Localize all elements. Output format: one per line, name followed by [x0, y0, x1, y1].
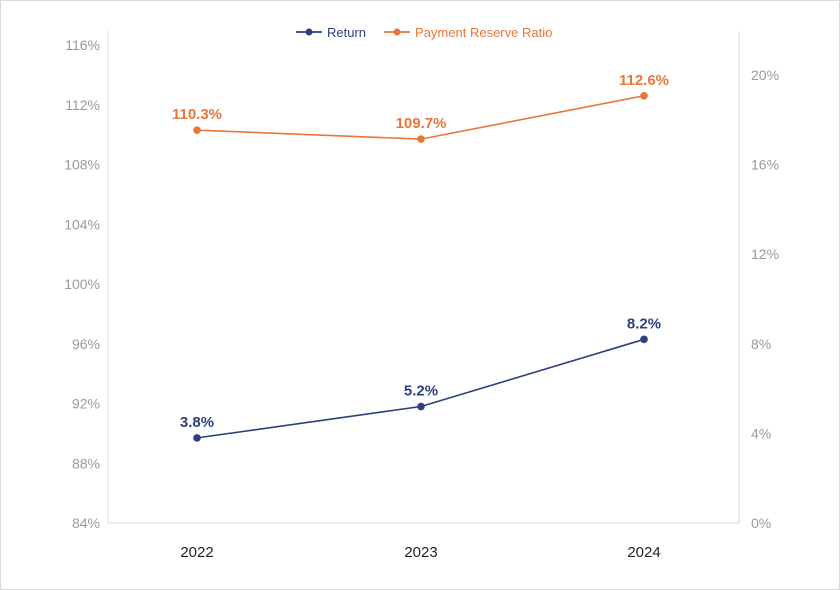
- return-data-label: 8.2%: [627, 315, 661, 332]
- payment-reserve-ratio-data-label: 112.6%: [619, 72, 669, 89]
- return-point: [193, 434, 201, 442]
- left-axis-tick-label: 108%: [64, 157, 100, 173]
- return-point: [640, 335, 648, 344]
- right-axis-tick-label: 20%: [751, 67, 779, 83]
- x-axis-tick-label: 2023: [404, 544, 437, 561]
- x-axis-tick-label: 2024: [627, 544, 660, 561]
- return-legend-label: Return: [327, 25, 366, 40]
- return-data-label: 5.2%: [404, 383, 438, 400]
- payment-reserve-ratio-point: [417, 135, 425, 143]
- payment-reserve-ratio-legend-marker: [393, 28, 401, 36]
- x-axis-ticks: 2022 2023 2024: [180, 544, 660, 561]
- right-axis-tick-label: 0%: [751, 515, 771, 531]
- left-axis-tick-label: 116%: [65, 37, 100, 53]
- return-data-label: 3.8%: [180, 414, 214, 431]
- right-axis-tick-label: 4%: [751, 425, 771, 441]
- payment-reserve-ratio-point: [640, 91, 648, 100]
- right-axis-tick-label: 16%: [751, 157, 779, 173]
- return-legend-marker: [305, 28, 313, 36]
- left-axis-tick-label: 104%: [64, 216, 100, 232]
- payment-reserve-ratio-legend-label: Payment Reserve Ratio: [415, 25, 552, 40]
- payment-reserve-ratio-data-label: 109.7%: [396, 115, 447, 132]
- right-axis-tick-label: 8%: [751, 336, 771, 352]
- x-axis-tick-label: 2022: [180, 544, 213, 561]
- series-group: 3.8% 5.2% 8.2% 110.3% 109.7% 112.6%: [172, 72, 669, 442]
- right-axis-tick-label: 12%: [751, 246, 779, 262]
- left-axis-tick-label: 96%: [72, 336, 100, 352]
- left-axis-tick-label: 88%: [72, 455, 100, 471]
- payment-reserve-ratio-data-label: 110.3%: [172, 106, 222, 123]
- chart-axes: [107, 31, 740, 524]
- legend: Return Payment Reserve Ratio: [296, 25, 552, 40]
- left-axis-tick-label: 84%: [72, 515, 100, 531]
- left-axis-tick-label: 92%: [72, 396, 100, 412]
- left-axis-tick-label: 112%: [65, 97, 100, 113]
- left-axis-ticks: 84% 88% 92% 96% 100% 104% 108% 112% 116%: [64, 37, 100, 531]
- right-axis-ticks: 0% 4% 8% 12% 16% 20%: [751, 67, 779, 531]
- payment-reserve-ratio-point: [193, 126, 201, 134]
- left-axis-tick-label: 100%: [64, 276, 100, 292]
- return-point: [417, 402, 425, 411]
